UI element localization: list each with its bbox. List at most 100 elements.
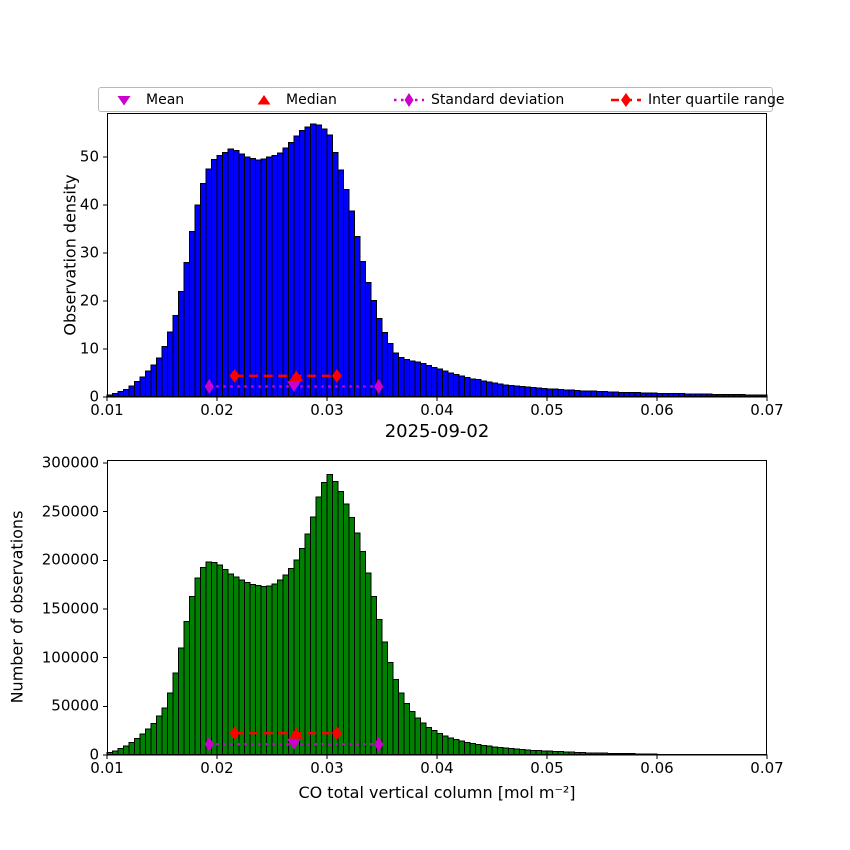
histogram-bar — [497, 383, 504, 398]
histogram-bar — [541, 387, 548, 398]
bottom-chart-title: 2025-09-02 — [384, 421, 490, 442]
histogram-bar — [409, 360, 416, 398]
histogram-bar — [266, 585, 273, 756]
histogram-bar — [359, 551, 366, 756]
histogram-bar — [310, 123, 317, 398]
histogram-bar — [277, 579, 284, 756]
y-tick-label: 150000 — [41, 599, 99, 618]
histogram-bar — [227, 148, 234, 398]
histogram-bar — [178, 290, 185, 398]
histogram-bar — [370, 300, 377, 398]
histogram-bar — [183, 621, 190, 756]
q3-marker — [331, 726, 342, 741]
histogram-bar — [200, 183, 207, 398]
histogram-bar — [260, 586, 267, 756]
triangle-down-icon — [117, 95, 131, 105]
std-low-marker — [204, 378, 214, 394]
histogram-bar — [414, 361, 421, 398]
histogram-bar — [156, 715, 163, 756]
y-tick-label: 50000 — [51, 696, 99, 715]
histogram-bar — [282, 574, 289, 756]
histogram-bar — [513, 385, 520, 398]
histogram-bar — [139, 733, 146, 756]
histogram-bar — [178, 647, 185, 756]
histogram-bar — [238, 579, 245, 756]
histogram-bar — [123, 388, 130, 398]
histogram-bar — [216, 155, 223, 398]
histogram-bar — [244, 582, 251, 756]
x-axis-label: CO total vertical column [mol m⁻²] — [298, 783, 576, 802]
histogram-bar — [332, 480, 339, 756]
histogram-bar — [486, 745, 493, 756]
histogram-bar — [222, 569, 229, 756]
legend-label: Mean — [146, 91, 185, 108]
legend-label: Median — [286, 91, 337, 108]
x-tick-label: 0.03 — [310, 759, 344, 777]
legend-item-inter-quartile-range: Inter quartile range — [611, 91, 784, 109]
histogram-bar — [392, 352, 399, 398]
histogram-bar — [211, 159, 218, 398]
histogram-bar — [326, 474, 333, 756]
histogram-bar — [403, 359, 410, 398]
histogram-bar — [469, 378, 476, 398]
histogram-bar — [183, 262, 190, 398]
std-high-marker — [374, 736, 384, 752]
histogram-bar — [156, 357, 163, 398]
y-tick-label: 250000 — [41, 502, 99, 521]
axes-frame — [107, 460, 767, 755]
y-tick-label: 0 — [89, 745, 99, 764]
histogram-bar — [365, 572, 372, 756]
x-tick-label: 0.06 — [640, 401, 674, 419]
histogram-bar — [150, 364, 157, 398]
histogram-bar — [194, 577, 201, 756]
x-tick-label: 0.07 — [750, 401, 784, 419]
histogram-bar — [568, 389, 575, 398]
histogram-bar — [293, 135, 300, 398]
histogram-bar — [354, 235, 361, 398]
histogram-bar — [475, 743, 482, 756]
histogram-bar — [464, 376, 471, 398]
histogram-bar — [519, 386, 526, 398]
histogram-bar — [145, 728, 152, 756]
observation-density-histogram-canvas — [103, 113, 768, 401]
histogram-bar — [200, 567, 207, 756]
histogram-bar — [211, 562, 218, 756]
histogram-bar — [128, 741, 135, 756]
y-tick-label: 100000 — [41, 648, 99, 667]
histogram-bar — [348, 516, 355, 756]
x-tick-label: 0.01 — [90, 759, 124, 777]
std-high-marker — [374, 378, 384, 394]
histogram-bar — [150, 722, 157, 756]
number-of-observations-histogram-canvas — [103, 460, 768, 759]
histogram-bar — [172, 314, 179, 398]
histogram-bar — [249, 584, 256, 756]
histogram-bar — [343, 503, 350, 756]
histogram-bar — [365, 281, 372, 398]
histogram-bar — [530, 387, 537, 398]
histogram-bar — [123, 745, 130, 756]
histogram-bar — [326, 134, 333, 398]
histogram-bar — [167, 331, 174, 398]
histogram-bar — [480, 744, 487, 756]
histogram-bar — [337, 491, 344, 756]
histogram-bar — [343, 188, 350, 398]
histogram-bar — [233, 149, 240, 398]
bottom-y-axis-label: Number of observations — [7, 510, 27, 704]
histogram-bar — [145, 370, 152, 398]
histogram-bar — [464, 741, 471, 756]
histogram-bar — [409, 711, 416, 756]
histogram-bar — [359, 261, 366, 398]
histogram-bar — [255, 159, 262, 398]
x-tick-label: 0.03 — [310, 401, 344, 419]
histogram-bar — [354, 532, 361, 756]
histogram-bar — [447, 372, 454, 398]
x-tick-label: 0.05 — [530, 759, 564, 777]
histogram-bar — [453, 739, 460, 756]
y-tick-label: 300000 — [41, 453, 99, 472]
x-tick-label: 0.04 — [420, 759, 454, 777]
x-tick-label: 0.02 — [200, 401, 234, 419]
x-tick-label: 0.07 — [750, 759, 784, 777]
histogram-bar — [387, 662, 394, 756]
histogram-bar — [387, 342, 394, 398]
histogram-bar — [205, 168, 212, 398]
